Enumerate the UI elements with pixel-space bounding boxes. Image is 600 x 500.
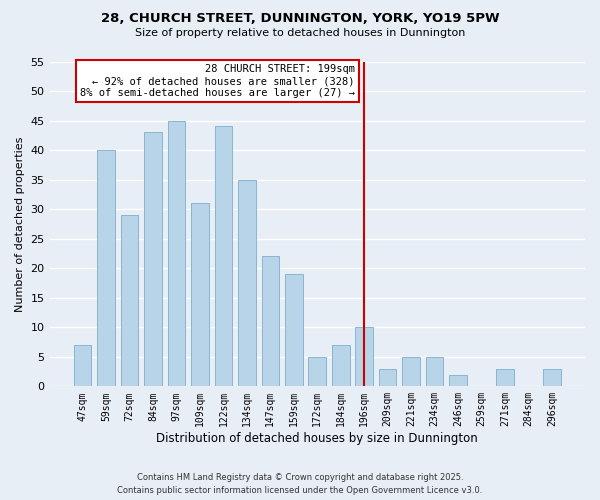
Bar: [74, 345, 91, 387]
Bar: [403, 357, 420, 386]
Bar: [285, 274, 302, 386]
Bar: [308, 357, 326, 386]
Bar: [355, 328, 373, 386]
Bar: [121, 215, 139, 386]
Bar: [332, 345, 350, 387]
Bar: [144, 132, 162, 386]
Y-axis label: Number of detached properties: Number of detached properties: [15, 136, 25, 312]
Bar: [97, 150, 115, 386]
Bar: [496, 368, 514, 386]
Bar: [238, 180, 256, 386]
Bar: [215, 126, 232, 386]
Text: Size of property relative to detached houses in Dunnington: Size of property relative to detached ho…: [135, 28, 465, 38]
Bar: [543, 368, 560, 386]
Bar: [426, 357, 443, 386]
Bar: [449, 374, 467, 386]
Text: Contains HM Land Registry data © Crown copyright and database right 2025.
Contai: Contains HM Land Registry data © Crown c…: [118, 473, 482, 495]
Bar: [262, 256, 279, 386]
Text: 28, CHURCH STREET, DUNNINGTON, YORK, YO19 5PW: 28, CHURCH STREET, DUNNINGTON, YORK, YO1…: [101, 12, 499, 26]
Bar: [379, 368, 397, 386]
Text: 28 CHURCH STREET: 199sqm
← 92% of detached houses are smaller (328)
8% of semi-d: 28 CHURCH STREET: 199sqm ← 92% of detach…: [80, 64, 355, 98]
Bar: [168, 120, 185, 386]
Bar: [191, 203, 209, 386]
X-axis label: Distribution of detached houses by size in Dunnington: Distribution of detached houses by size …: [157, 432, 478, 445]
